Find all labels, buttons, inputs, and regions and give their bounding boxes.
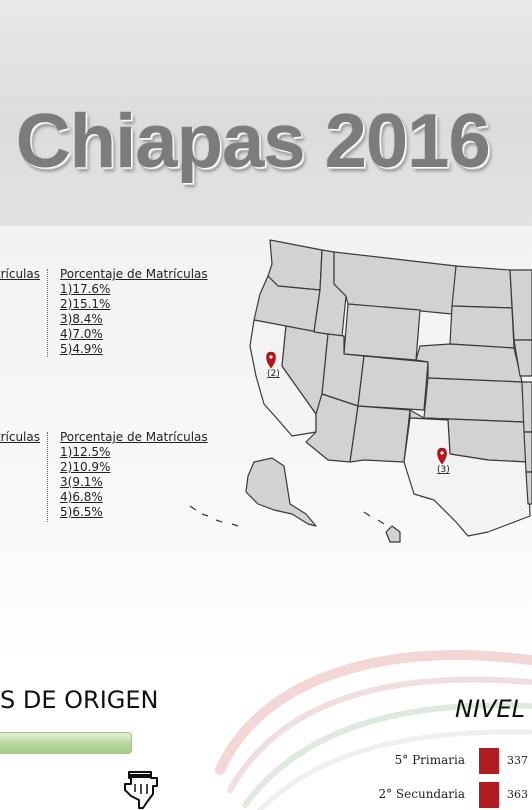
- origin-section-title: S DE ORIGEN: [0, 686, 159, 714]
- state-wyoming: [343, 303, 421, 361]
- level-bar-row: 2° Secundaria 363: [378, 782, 532, 808]
- state-new-mexico: [349, 405, 411, 463]
- table-2-left-header: trículas: [0, 430, 40, 444]
- state-nebraska: [415, 343, 523, 383]
- table-1-left-header: trículas: [0, 267, 40, 281]
- enrollment-table-2: trículas Porcentaje de Matrículas 1)12.5…: [0, 430, 210, 525]
- table-1-row: 1)17.6%: [60, 282, 111, 296]
- table-2-divider: [47, 432, 48, 522]
- state-missouri: [521, 381, 532, 433]
- state-iowa: [513, 339, 532, 377]
- state-arkansas: [523, 431, 532, 473]
- table-1-divider: [47, 269, 48, 357]
- state-minnesota: [509, 269, 532, 341]
- map-marker-icon[interactable]: [437, 447, 447, 465]
- decorative-swirl: [215, 650, 532, 810]
- level-bar-row: 5° Primaria 337: [380, 748, 532, 774]
- table-2-row: 1)12.5%: [60, 445, 111, 459]
- bar-label: 2° Secundaria: [378, 787, 465, 801]
- state-kansas: [423, 377, 525, 423]
- state-louisiana: [525, 471, 532, 505]
- table-2-right-header: Porcentaje de Matrículas: [60, 430, 208, 444]
- table-1-row: 3)8.4%: [60, 312, 103, 326]
- hand-pointer-icon[interactable]: [121, 770, 159, 810]
- table-2-right-column: Porcentaje de Matrículas 1)12.5% 2)10.9%…: [60, 430, 208, 520]
- marker-label-3: (3): [437, 465, 450, 475]
- origin-progress-bar: [0, 732, 132, 754]
- state-washington: [267, 239, 323, 291]
- origin-progress-fill: [0, 732, 132, 754]
- state-colorado: [357, 355, 429, 411]
- alaska-islands: [189, 505, 239, 527]
- page-title: Chiapas 2016: [16, 99, 491, 184]
- table-2-row: 5)6.5%: [60, 505, 103, 519]
- bar-value: 337: [507, 754, 528, 767]
- us-map: (2) (3): [189, 239, 532, 543]
- table-2-row: 2)10.9%: [60, 460, 111, 474]
- bar-rect: [479, 748, 499, 774]
- bar-value: 363: [507, 788, 528, 801]
- level-section-title: NIVEL E: [455, 695, 532, 723]
- table-1-right-column: Porcentaje de Matrículas 1)17.6% 2)15.1%…: [60, 267, 208, 357]
- header-band: Chiapas 2016: [0, 0, 532, 226]
- state-hawaii: [363, 511, 401, 543]
- state-texas: [403, 417, 531, 537]
- map-marker-icon[interactable]: [266, 351, 276, 369]
- marker-label-2: (2): [267, 369, 280, 379]
- table-1-row: 4)7.0%: [60, 327, 103, 341]
- table-1-row: 5)4.9%: [60, 342, 103, 356]
- state-north-dakota: [451, 265, 513, 309]
- table-1-right-header: Porcentaje de Matrículas: [60, 267, 208, 281]
- state-alaska: [245, 457, 317, 527]
- table-2-row: 4)6.8%: [60, 490, 103, 504]
- table-2-row: 3(9.1%: [60, 475, 103, 489]
- table-1-row: 2)15.1%: [60, 297, 111, 311]
- bar-label: 5° Primaria: [394, 753, 465, 767]
- state-south-dakota: [449, 305, 515, 349]
- bar-rect: [479, 782, 499, 808]
- enrollment-table-1: trículas Porcentaje de Matrículas 1)17.6…: [0, 267, 210, 362]
